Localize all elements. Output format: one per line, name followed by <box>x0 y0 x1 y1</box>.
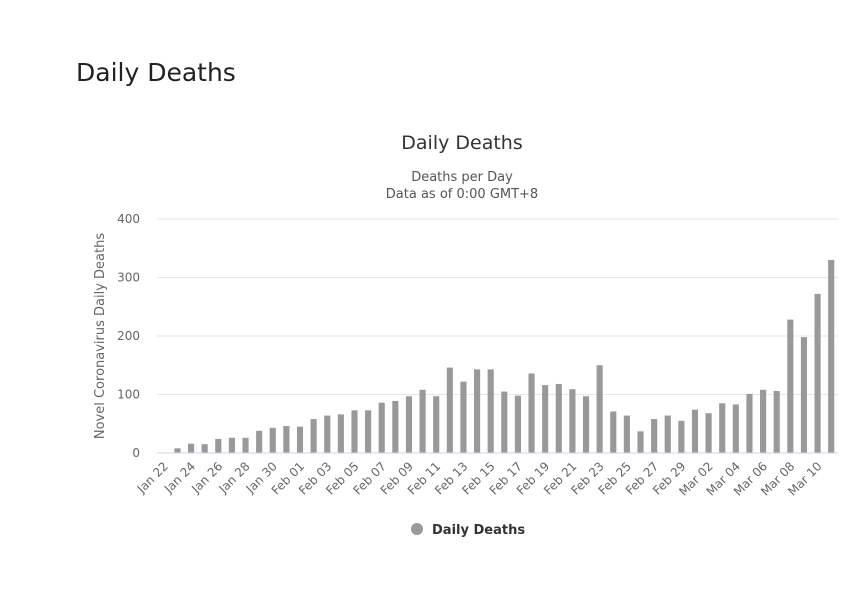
bar[interactable] <box>201 444 208 453</box>
bar[interactable] <box>242 437 249 453</box>
bar[interactable] <box>664 415 671 453</box>
chart-subtitle-line-1: Deaths per Day <box>411 170 513 185</box>
legend-marker <box>411 523 423 535</box>
y-tick-label: 0 <box>132 446 140 460</box>
bar[interactable] <box>787 319 794 453</box>
bar[interactable] <box>651 419 658 453</box>
bar[interactable] <box>269 427 276 453</box>
bar[interactable] <box>215 438 222 453</box>
bar[interactable] <box>310 419 317 453</box>
bar[interactable] <box>174 448 181 453</box>
bar[interactable] <box>555 383 562 453</box>
bar[interactable] <box>474 369 481 453</box>
page-heading: Daily Deaths <box>76 58 236 87</box>
bar[interactable] <box>365 410 372 453</box>
bar[interactable] <box>433 396 440 453</box>
bar[interactable] <box>569 389 576 453</box>
bar[interactable] <box>351 410 358 453</box>
bar[interactable] <box>514 395 521 453</box>
bar[interactable] <box>324 415 331 453</box>
bar[interactable] <box>296 426 304 453</box>
bar[interactable] <box>691 409 699 453</box>
bar[interactable] <box>637 431 644 453</box>
bar[interactable] <box>487 369 494 453</box>
bar[interactable] <box>446 367 453 453</box>
legend-item-daily-deaths[interactable]: Daily Deaths <box>411 523 525 538</box>
bar[interactable] <box>460 381 467 453</box>
chart-subtitle-line-2: Data as of 0:00 GMT+8 <box>386 187 538 202</box>
y-axis-ticks: 0 100 200 300 400 <box>117 212 140 460</box>
bar[interactable] <box>228 437 235 453</box>
bar[interactable] <box>814 293 821 453</box>
bar[interactable] <box>256 430 263 453</box>
bar[interactable] <box>501 391 508 453</box>
y-tick-label: 400 <box>117 212 140 226</box>
bar[interactable] <box>283 426 290 453</box>
y-tick-label: 200 <box>117 329 140 343</box>
bar[interactable] <box>678 420 685 453</box>
bar[interactable] <box>582 396 590 453</box>
bar[interactable] <box>596 365 603 453</box>
bar[interactable] <box>542 385 549 453</box>
gridlines <box>157 218 838 395</box>
legend-label: Daily Deaths <box>432 523 525 538</box>
bar[interactable] <box>800 337 808 453</box>
bar[interactable] <box>610 411 617 453</box>
bar[interactable] <box>719 403 726 453</box>
bar[interactable] <box>392 400 399 453</box>
bar[interactable] <box>337 414 344 453</box>
bar[interactable] <box>828 259 835 453</box>
bars <box>174 259 835 453</box>
bar[interactable] <box>705 413 712 453</box>
bar[interactable] <box>760 389 767 453</box>
bar[interactable] <box>419 389 426 453</box>
bar[interactable] <box>623 415 630 453</box>
bar[interactable] <box>187 443 195 453</box>
bar[interactable] <box>528 373 535 453</box>
y-axis-title: Novel Coronavirus Daily Deaths <box>93 233 108 439</box>
bar[interactable] <box>746 393 753 453</box>
y-tick-label: 100 <box>117 388 140 402</box>
y-tick-label: 300 <box>117 271 140 285</box>
bar[interactable] <box>732 404 739 453</box>
bar[interactable] <box>405 396 413 453</box>
chart-title: Daily Deaths <box>401 132 522 154</box>
bar[interactable] <box>773 390 780 453</box>
bar[interactable] <box>378 402 385 453</box>
